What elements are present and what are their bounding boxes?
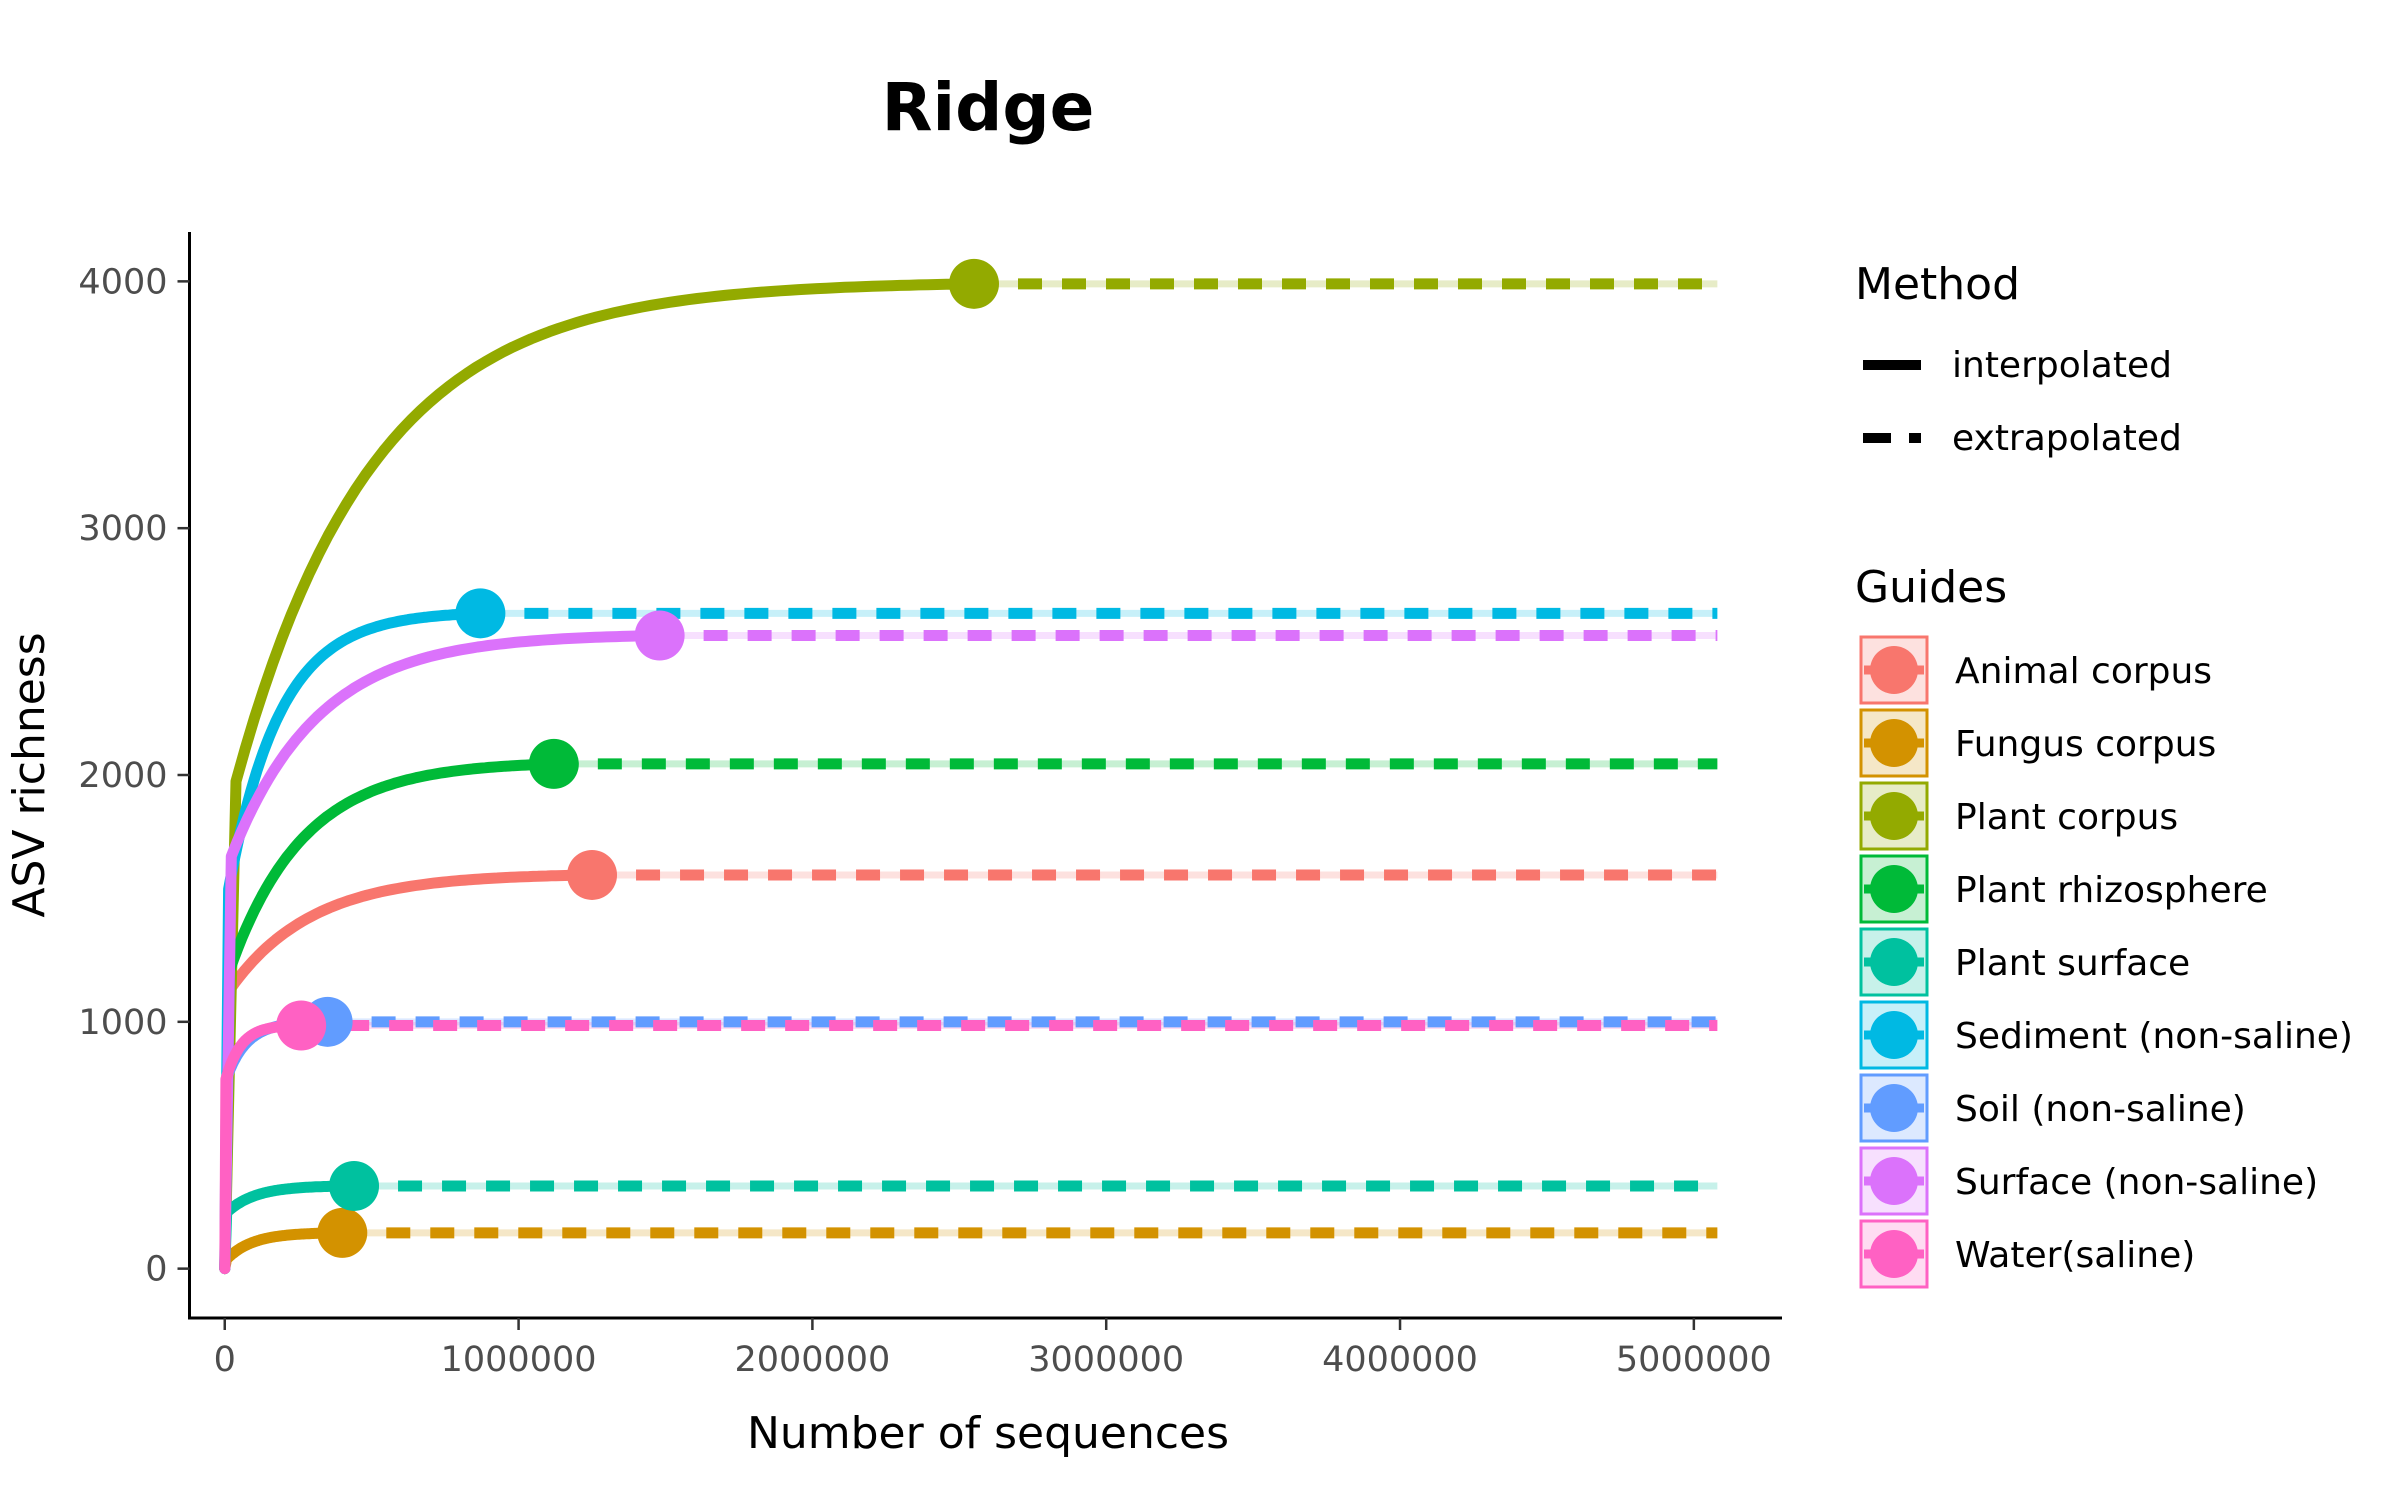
legend-label: Soil (non-saline) xyxy=(1955,1089,2246,1130)
y-axis-title: ASV richness xyxy=(4,632,55,917)
legend-key-point xyxy=(1870,646,1918,694)
legend-key-point xyxy=(1870,1011,1918,1059)
legend-item-fungus-corpus: Fungus corpus xyxy=(1859,708,2216,778)
plot-area xyxy=(219,258,1718,1275)
interpolated-line-surface-non-saline xyxy=(219,630,666,1275)
y-tick-label: 1000 xyxy=(78,1003,167,1043)
x-tick-label: 3000000 xyxy=(1028,1340,1184,1380)
legend-key-point xyxy=(1870,865,1918,913)
legend-key-point xyxy=(1870,792,1918,840)
y-tick-label: 4000 xyxy=(78,262,167,302)
legend-item-plant-corpus: Plant corpus xyxy=(1859,781,2178,851)
legend-item-water-saline: Water(saline) xyxy=(1859,1219,2195,1289)
legend-item-sediment-non-saline: Sediment (non-saline) xyxy=(1859,1000,2353,1070)
x-tick-label: 1000000 xyxy=(441,1340,597,1380)
interpolated-line-sediment-non-saline xyxy=(219,607,486,1275)
observed-point-fungus-corpus xyxy=(317,1207,368,1258)
legend-key-point xyxy=(1870,719,1918,767)
x-tick-label: 4000000 xyxy=(1322,1340,1478,1380)
legend-label: Plant surface xyxy=(1955,943,2190,984)
chart-title: Ridge xyxy=(882,69,1095,146)
x-axis-title: Number of sequences xyxy=(747,1408,1229,1459)
legend-label: Water(saline) xyxy=(1955,1235,2195,1276)
y-ticks: 0 1000 2000 3000 4000 xyxy=(78,262,190,1290)
legend-label: Fungus corpus xyxy=(1955,724,2216,765)
x-ticks: 0 1000000 2000000 3000000 4000000 5000000 xyxy=(214,1318,1772,1380)
legend-item-plant-surface: Plant surface xyxy=(1859,927,2190,997)
x-tick-label: 0 xyxy=(214,1340,236,1380)
x-tick-label: 2000000 xyxy=(734,1340,890,1380)
legend-label: Animal corpus xyxy=(1955,651,2212,692)
interpolated-line-plant-rhizosphere xyxy=(219,758,560,1275)
y-tick-label: 3000 xyxy=(78,509,167,549)
legend-label: Plant rhizosphere xyxy=(1955,870,2268,911)
legend-key-point xyxy=(1870,938,1918,986)
legend-label: Plant corpus xyxy=(1955,797,2178,838)
legend-item-plant-rhizosphere: Plant rhizosphere xyxy=(1859,854,2268,924)
x-tick-label: 5000000 xyxy=(1616,1340,1772,1380)
legend-key-point xyxy=(1870,1157,1918,1205)
legend-extrapolated-label: extrapolated xyxy=(1952,418,2182,459)
observed-point-water-saline xyxy=(276,1000,327,1051)
observed-point-animal-corpus xyxy=(567,849,618,900)
y-tick-label: 2000 xyxy=(78,756,167,796)
legend-label: Surface (non-saline) xyxy=(1955,1162,2318,1203)
legend-key-point xyxy=(1870,1230,1918,1278)
observed-point-surface-non-saline xyxy=(634,610,685,661)
series-legend-title: Guides xyxy=(1855,562,2007,613)
observed-point-plant-surface xyxy=(329,1160,380,1211)
method-legend: Method interpolated extrapolated xyxy=(1855,259,2182,459)
observed-point-plant-rhizosphere xyxy=(528,738,579,789)
legend-key-point xyxy=(1870,1084,1918,1132)
legend-item-soil-non-saline: Soil (non-saline) xyxy=(1859,1073,2246,1143)
legend-label: Sediment (non-saline) xyxy=(1955,1016,2353,1057)
series-legend: Guides Animal corpus Fungus corpus Plant c… xyxy=(1855,562,2353,1289)
legend-interpolated-label: interpolated xyxy=(1952,345,2172,386)
method-legend-title: Method xyxy=(1855,259,2020,310)
observed-point-sediment-non-saline xyxy=(455,588,506,639)
legend-item-animal-corpus: Animal corpus xyxy=(1859,635,2212,705)
observed-point-plant-corpus xyxy=(948,258,999,309)
interpolated-line-animal-corpus xyxy=(219,869,598,1275)
legend-item-surface-non-saline: Surface (non-saline) xyxy=(1859,1146,2318,1216)
interpolated-line-plant-corpus xyxy=(219,278,980,1275)
y-tick-label: 0 xyxy=(145,1250,167,1290)
